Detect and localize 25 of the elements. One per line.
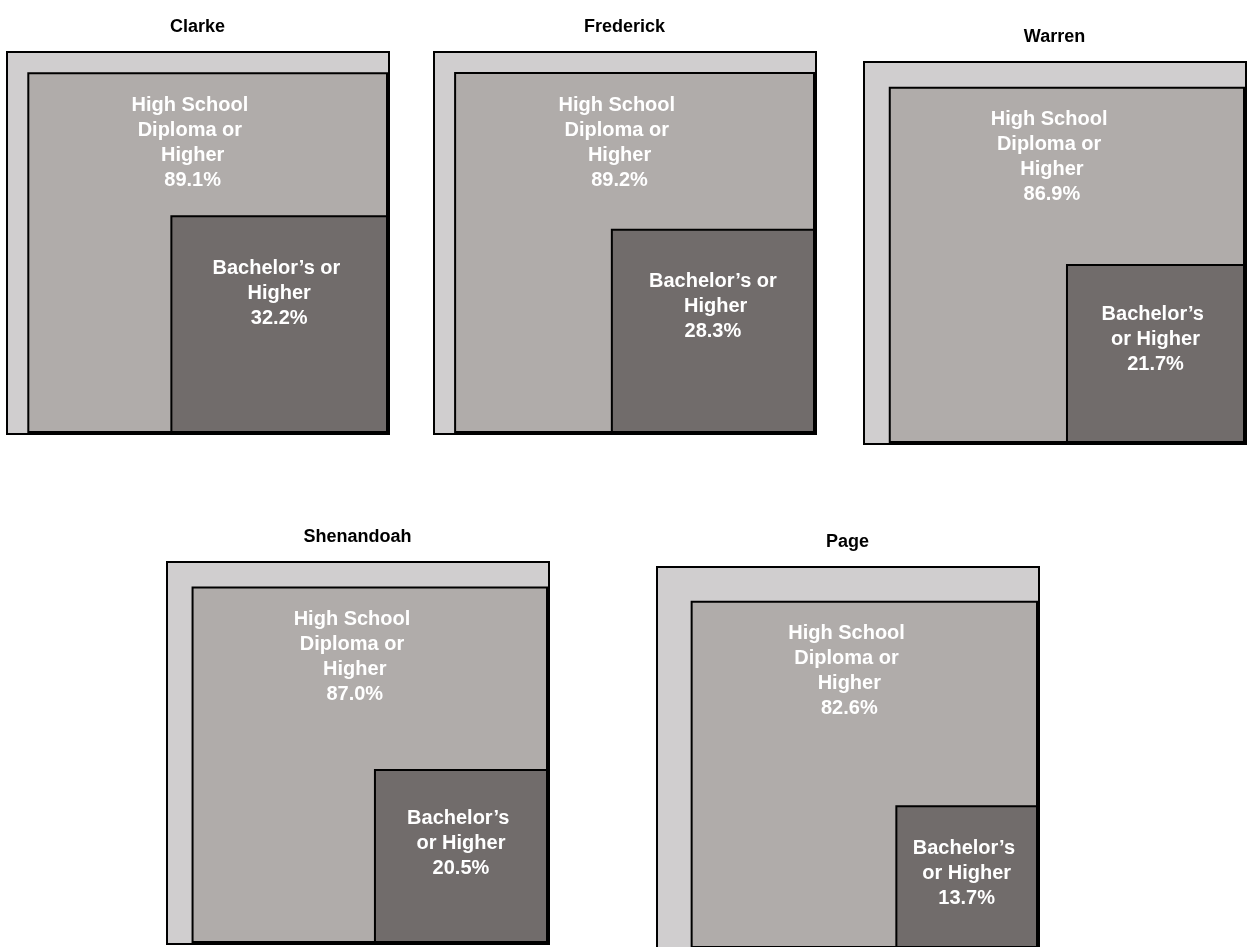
data-label: 86.9% [1023, 182, 1081, 205]
text: Shenandoah [303, 526, 412, 546]
data-label: 32.2% [250, 305, 308, 328]
category-label: High School Diploma or Higher [131, 92, 254, 165]
category-label: Bachelor’s or Higher [407, 805, 515, 853]
data-label: 21.7% [1127, 351, 1185, 374]
category-label: Bachelor’s or Higher [649, 269, 778, 317]
category-label: High School Diploma or Higher [558, 92, 681, 165]
data-label: 89.1% [164, 167, 222, 190]
data-label: 13.7% [938, 885, 996, 908]
category-label: Bachelor’s or Higher [912, 835, 1021, 883]
text: Frederick [583, 16, 667, 36]
text: Page [825, 531, 870, 551]
data-label: 82.6% [820, 696, 878, 719]
data-label: 87.0% [326, 682, 384, 705]
text: Warren [1023, 26, 1086, 46]
data-label: 89.2% [591, 167, 649, 190]
text: Clarke [169, 16, 226, 36]
category-label: High School Diploma or Higher [293, 607, 416, 680]
category-label: High School Diploma or Higher [788, 621, 911, 694]
data-label: 20.5% [432, 855, 490, 878]
category-label: Bachelor’s or Higher [1101, 301, 1210, 349]
category-label: Bachelor’s or Higher [212, 255, 346, 303]
data-label: 28.3% [684, 319, 742, 342]
category-label: High School Diploma or Higher [990, 107, 1113, 180]
